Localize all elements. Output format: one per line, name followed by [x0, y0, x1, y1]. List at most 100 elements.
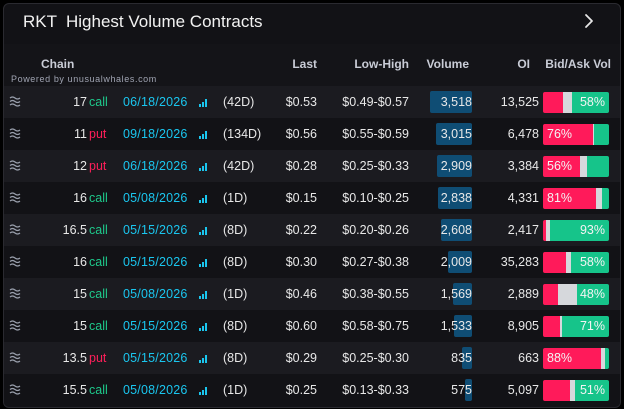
column-header-low-high[interactable]: Low-High [354, 57, 409, 71]
menu-lines-icon[interactable] [9, 255, 23, 267]
card-header: RKT Highest Volume Contracts [4, 4, 620, 44]
bar-chart-icon[interactable] [199, 386, 209, 395]
table-row[interactable]: 15 call 05/15/2026 (8D) $0.60 $0.58-$0.75 1,53… [4, 310, 620, 342]
volume-value: 1,533 [440, 319, 472, 333]
bid-ask-volume-bar: 71% [543, 316, 609, 337]
low-high-range: $0.25-$0.33 [342, 159, 409, 173]
table-row[interactable]: 16 call 05/15/2026 (8D) $0.30 $0.27-$0.38 2,00… [4, 246, 620, 278]
volume-value: 3,015 [440, 127, 472, 141]
low-high-range: $0.38-$0.55 [342, 287, 409, 301]
bar-chart-icon[interactable] [199, 98, 209, 107]
bid-ask-volume-bar: 56% [543, 156, 609, 177]
volume-value: 1,569 [440, 287, 472, 301]
bid-ask-percent: 51% [579, 383, 605, 397]
open-interest: 13,525 [500, 95, 539, 109]
low-high-range: $0.25-$0.30 [342, 351, 409, 365]
column-header-chain[interactable]: Chain [41, 57, 75, 71]
menu-lines-icon[interactable] [9, 159, 23, 171]
bid-ask-percent: 48% [579, 287, 605, 301]
open-interest: 35,283 [500, 255, 539, 269]
ask-volume-segment [543, 380, 571, 401]
open-interest: 663 [518, 351, 539, 365]
volume-bar [437, 155, 472, 177]
last-price: $0.22 [285, 223, 317, 237]
menu-lines-icon[interactable] [9, 191, 23, 203]
menu-lines-icon[interactable] [9, 319, 23, 331]
expiry-date-link[interactable]: 09/18/2026 [123, 127, 188, 141]
table-row[interactable]: 17 call 06/18/2026 (42D) $0.53 $0.49-$0.57 3,5… [4, 86, 620, 118]
column-header-volume[interactable]: Volume [426, 57, 469, 71]
column-header-oi[interactable]: OI [517, 57, 530, 71]
table-row[interactable]: 16.5 call 05/15/2026 (8D) $0.22 $0.20-$0.26 2,… [4, 214, 620, 246]
bar-chart-icon[interactable] [199, 226, 209, 235]
expiry-date-link[interactable]: 05/15/2026 [123, 351, 188, 365]
volume-cell: 575 [426, 379, 472, 401]
column-header-bid-ask-vol[interactable]: Bid/Ask Vol [545, 57, 611, 71]
bar-chart-icon[interactable] [199, 290, 209, 299]
volume-value: 2,009 [440, 255, 472, 269]
days-to-expiry: (1D) [223, 191, 248, 205]
days-to-expiry: (42D) [223, 95, 255, 109]
menu-lines-icon[interactable] [9, 287, 23, 299]
volume-bar [436, 123, 472, 145]
bid-volume-segment [601, 188, 609, 209]
expiry-date-link[interactable]: 05/08/2026 [123, 191, 188, 205]
bar-chart-icon[interactable] [199, 354, 209, 363]
column-header-last[interactable]: Last [292, 57, 317, 71]
mid-volume-segment [562, 92, 573, 113]
table-row[interactable]: 12 put 06/18/2026 (42D) $0.28 $0.25-$0.33 2,90… [4, 150, 620, 182]
bar-chart-icon[interactable] [199, 194, 209, 203]
bar-chart-icon[interactable] [199, 130, 209, 139]
bar-chart-icon[interactable] [199, 322, 209, 331]
card-title: Highest Volume Contracts [66, 12, 263, 31]
low-high-range: $0.58-$0.75 [342, 319, 409, 333]
days-to-expiry: (8D) [223, 319, 248, 333]
menu-lines-icon[interactable] [9, 223, 23, 235]
bid-ask-volume-bar: 58% [543, 92, 609, 113]
bid-volume-segment [570, 252, 609, 273]
bid-ask-percent: 58% [579, 255, 605, 269]
table-row[interactable]: 16 call 05/08/2026 (1D) $0.15 $0.10-$0.25 2,83… [4, 182, 620, 214]
mid-volume-segment [593, 124, 595, 145]
last-price: $0.28 [285, 159, 317, 173]
days-to-expiry: (8D) [223, 351, 248, 365]
ask-volume-segment [543, 124, 594, 145]
expiry-date-link[interactable]: 06/18/2026 [123, 159, 188, 173]
volume-value: 575 [451, 383, 472, 397]
days-to-expiry: (8D) [223, 255, 248, 269]
bid-ask-percent: 71% [579, 319, 605, 333]
bid-ask-percent: 76% [547, 127, 573, 141]
bar-chart-icon[interactable] [199, 258, 209, 267]
menu-lines-icon[interactable] [9, 383, 23, 395]
last-price: $0.60 [285, 319, 317, 333]
last-price: $0.56 [285, 127, 317, 141]
bar-chart-icon[interactable] [199, 162, 209, 171]
open-interest: 8,905 [507, 319, 539, 333]
table-row[interactable]: 15 call 05/08/2026 (1D) $0.46 $0.38-$0.55 1,56… [4, 278, 620, 310]
bid-ask-volume-bar: 88% [543, 348, 609, 369]
menu-lines-icon[interactable] [9, 95, 23, 107]
volume-bar [430, 91, 472, 113]
expiry-date-link[interactable]: 06/18/2026 [123, 95, 188, 109]
expiry-date-link[interactable]: 05/15/2026 [123, 223, 188, 237]
expiry-date-link[interactable]: 05/08/2026 [123, 383, 188, 397]
strike-price: 12 [73, 159, 87, 173]
expiry-date-link[interactable]: 05/15/2026 [123, 319, 188, 333]
option-side: call [89, 287, 108, 301]
bid-ask-percent: 93% [579, 223, 605, 237]
open-interest: 5,097 [507, 383, 539, 397]
menu-lines-icon[interactable] [9, 127, 23, 139]
days-to-expiry: (1D) [223, 383, 248, 397]
ask-volume-segment [543, 348, 602, 369]
menu-lines-icon[interactable] [9, 351, 23, 363]
days-to-expiry: (42D) [223, 159, 255, 173]
bid-ask-volume-bar: 51% [543, 380, 609, 401]
chevron-right-icon[interactable] [580, 12, 598, 30]
powered-by-label[interactable]: Powered by unusualwhales.com [11, 74, 157, 84]
expiry-date-link[interactable]: 05/15/2026 [123, 255, 188, 269]
expiry-date-link[interactable]: 05/08/2026 [123, 287, 188, 301]
table-row[interactable]: 13.5 put 05/15/2026 (8D) $0.29 $0.25-$0.30 835… [4, 342, 620, 374]
table-row[interactable]: 15.5 call 05/08/2026 (1D) $0.25 $0.13-$0.33 57… [4, 374, 620, 406]
bid-ask-percent: 58% [579, 95, 605, 109]
table-row[interactable]: 11 put 09/18/2026 (134D) $0.56 $0.55-$0.59 3,0… [4, 118, 620, 150]
